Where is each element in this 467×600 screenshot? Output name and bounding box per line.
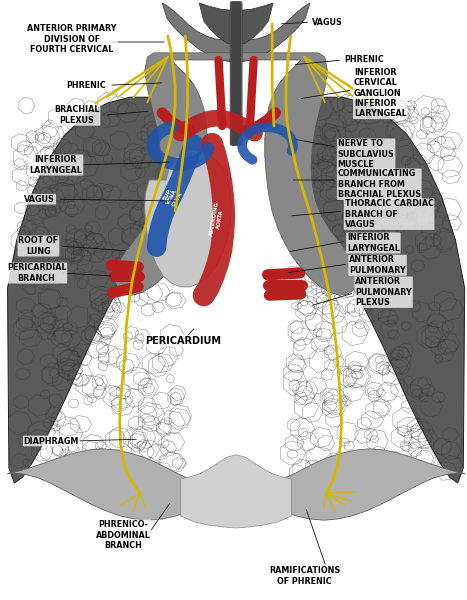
Text: PHRENIC: PHRENIC (345, 55, 384, 64)
Polygon shape (145, 150, 232, 287)
Polygon shape (181, 455, 291, 528)
Text: SUP.
VENA
CAVA: SUP. VENA CAVA (161, 185, 184, 208)
Text: ANTERIOR
PULMONARY: ANTERIOR PULMONARY (349, 256, 406, 275)
Text: INFERIOR
LARYNGEAL: INFERIOR LARYNGEAL (347, 233, 400, 253)
Text: PHRENICO-
ABDOMINAL
BRANCH: PHRENICO- ABDOMINAL BRANCH (96, 520, 150, 550)
Polygon shape (162, 3, 310, 62)
Polygon shape (199, 3, 273, 46)
Polygon shape (7, 97, 192, 483)
Text: ANTERIOR PRIMARY
DIVISION OF
FOURTH CERVICAL: ANTERIOR PRIMARY DIVISION OF FOURTH CERV… (28, 24, 117, 54)
Text: PERICARDIUM: PERICARDIUM (145, 336, 221, 346)
Text: VAGUS: VAGUS (24, 194, 55, 203)
Text: VAGUS: VAGUS (312, 17, 343, 26)
Text: THORACIC CARDIAC
BRANCH OF
VAGUS: THORACIC CARDIAC BRANCH OF VAGUS (345, 199, 434, 229)
Polygon shape (282, 449, 465, 520)
Text: COMMUNICATING
BRANCH FROM
BRACHIAL PLEXUS: COMMUNICATING BRANCH FROM BRACHIAL PLEXU… (338, 169, 421, 199)
Text: ASCENDING
AORTA: ASCENDING AORTA (209, 201, 226, 237)
Text: ANTERIOR
PULMONARY
PLEXUS: ANTERIOR PULMONARY PLEXUS (355, 277, 412, 307)
Text: ROOT OF
LUNG: ROOT OF LUNG (18, 236, 58, 256)
Polygon shape (7, 449, 190, 520)
Polygon shape (280, 97, 465, 483)
Text: BRACHIAL
PLEXUS: BRACHIAL PLEXUS (54, 106, 99, 125)
Text: INFERIOR
LARYNGEAL: INFERIOR LARYNGEAL (29, 155, 83, 175)
Text: PERICARDIAL
BRANCH: PERICARDIAL BRANCH (7, 263, 66, 283)
Text: RAMIFICATIONS
OF PHRENIC: RAMIFICATIONS OF PHRENIC (269, 566, 340, 586)
Text: PHRENIC: PHRENIC (66, 81, 106, 89)
FancyBboxPatch shape (232, 2, 241, 145)
Polygon shape (115, 53, 357, 295)
Text: INFERIOR
CERVICAL
GANGLION
INFERIOR
LARYNGEAL: INFERIOR CERVICAL GANGLION INFERIOR LARY… (354, 68, 407, 118)
Text: DIAPHRAGM: DIAPHRAGM (24, 437, 79, 445)
Text: NERVE TO
SUBCLAVIUS
MUSCLE: NERVE TO SUBCLAVIUS MUSCLE (338, 139, 395, 169)
FancyBboxPatch shape (230, 2, 242, 145)
